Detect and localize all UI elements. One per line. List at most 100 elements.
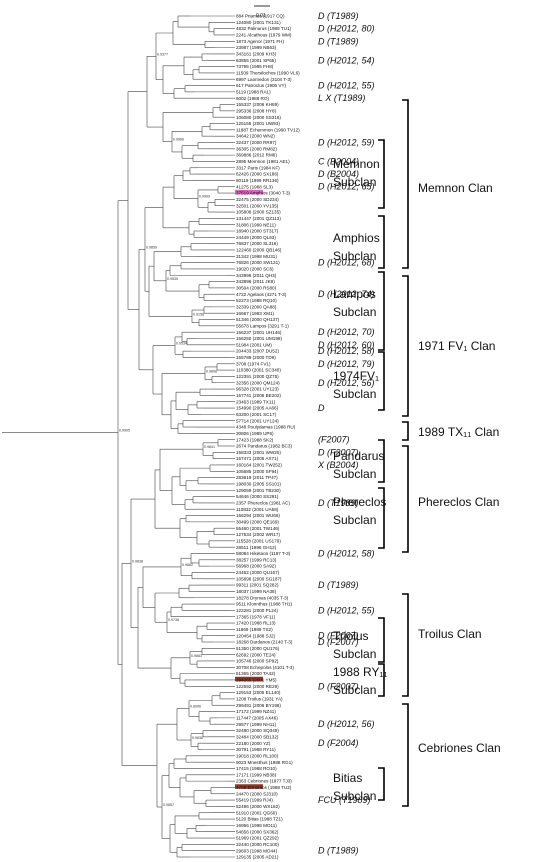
- leaf-label: 3708 (1974 FV1): [236, 361, 271, 366]
- subclan-word: Subclan: [333, 249, 376, 263]
- leaf-label: 1208 Troilus (1931 YA): [236, 697, 283, 702]
- leaf-label: 5120 Bitias (1988 TZ1): [236, 817, 283, 822]
- leaf-label: 154990 (2005 AA66): [236, 406, 279, 411]
- leaf-label: 125155 (2001 UW93): [236, 121, 280, 126]
- taxonomy-annotations: D (T1989) D (H2012, 80) D (T1989) D (H2012,…: [317, 11, 375, 856]
- node-support: 0.9535: [167, 277, 178, 281]
- leaf-label: 31342 (1998 MU31): [236, 254, 277, 259]
- leaf-label: 18940 (2000 ST317): [236, 229, 279, 234]
- leaf-label: 17420 (1988 RL13): [236, 621, 276, 626]
- leaf-label: 2674 Pandarus (1982 BC3): [236, 444, 292, 449]
- clan-bracket: [402, 99, 409, 269]
- leaf-label: 57714 (2001 UY124): [236, 418, 279, 423]
- leaf-label: 30708 Echepolos (4101 T-3): [236, 665, 294, 670]
- leaf-label: 6002 (1988 RO): [236, 96, 269, 101]
- taxonomy-note: D (H2012, 58): [318, 548, 375, 558]
- taxonomy-note: C (B2004): [318, 156, 359, 166]
- taxonomy-note: D (T1989): [318, 36, 359, 46]
- subclan-word: Subclan: [333, 467, 376, 481]
- node-support: 0.9905: [119, 429, 130, 433]
- leaf-label: 129059 (2001 TB230): [236, 488, 281, 493]
- leaf-label: 16667 (1993 XM1): [236, 311, 275, 316]
- clan-name: Phereclos Clan: [418, 495, 499, 509]
- leaf-label: 24452 (2000 QU167): [236, 570, 280, 575]
- leaf-label: 122281 (2000 PL24): [236, 608, 278, 613]
- leaf-label: 105896 (2000 SG187): [236, 576, 282, 581]
- taxonomy-note: D (H2012, 70): [318, 327, 375, 337]
- leaf-label: 30791 (1988 RY11): [236, 747, 276, 752]
- leaf-label: 51984 (2001 UM): [236, 342, 272, 347]
- leaf-label: 198030 (2005 SS101): [236, 482, 281, 487]
- scale-bar: 0.01: [254, 5, 270, 19]
- clan-bracket: [402, 445, 409, 553]
- taxonomy-note: D (H2012, 68): [318, 258, 375, 268]
- leaf-label: 32501 (2000 YV135): [236, 203, 279, 208]
- leaf-label: 11509 Thersilochos (1990 VL6): [236, 71, 300, 76]
- leaf-label: 54656 (2000 SX362): [236, 829, 279, 834]
- leaf-label: 110380 (2001 SC340): [236, 368, 281, 373]
- leaf-label: 155337 (2006 KH89): [236, 102, 279, 107]
- node-support: 0.8906: [190, 704, 201, 708]
- node-support: 0.9883: [191, 654, 202, 658]
- taxonomy-note: D (H2012, 55): [318, 81, 375, 91]
- leaf-label: 32437 (2000 RR97): [236, 140, 277, 145]
- leaf-label: 24449 (2000 QL63): [236, 235, 276, 240]
- leaf-label: 18037 (1999 NA38): [236, 589, 277, 594]
- clan-name: 1989 TX₁₁ Clan: [418, 425, 499, 439]
- node-support: 0.9836: [192, 736, 203, 740]
- leaf-label: 32339 (2000 QA88): [236, 304, 277, 309]
- leaf-label: 17171 (1999 NB38): [236, 772, 277, 777]
- taxonomy-note: D (H2012, 79): [318, 359, 375, 369]
- subclan-word: Subclan: [333, 175, 376, 189]
- leaf-label: 80119 (1999 RR136): [236, 178, 279, 183]
- subclan-labels: Memnon Subclan Amphios Subclan Lampos Subclan…: [333, 157, 388, 803]
- leaf-label: 76837 (2000 SL316): [236, 241, 278, 246]
- leaf-label: 129135 (2005 AD21): [236, 855, 279, 860]
- subclan-word: Subclan: [333, 683, 376, 697]
- taxonomy-note: D (H2012, 59): [318, 137, 375, 147]
- node-support: 0.9857: [163, 803, 174, 807]
- leaf-label: 343896 (2011 JK8): [236, 279, 275, 284]
- taxonomy-note: D (H2012, 65): [318, 182, 375, 192]
- leaf-label: 18278 Drymas (4035 T-3): [236, 595, 289, 600]
- leaf-label: 32480 (2000 SQ348): [236, 728, 279, 733]
- subclan-name: Amphios: [333, 231, 380, 245]
- taxonomy-note: (F2007): [318, 435, 350, 445]
- subclan-word: Subclan: [333, 305, 376, 319]
- leaf-label: 23987 (1999 NB63): [236, 45, 277, 50]
- node-support: 0.9534: [176, 342, 187, 346]
- leaf-label: 127534 (2002 WR17): [236, 532, 280, 537]
- node-support: 0.9738: [168, 618, 179, 622]
- leaf-label: 11887 Echemmon (1990 TV12): [236, 127, 300, 132]
- leaf-label: 62426 (2000 SX186): [236, 172, 279, 177]
- taxonomy-note: D (F2007): [318, 447, 359, 457]
- leaf-label: 117447 (2005 AX46): [236, 715, 278, 720]
- leaf-label: 36305 (2000 RM82): [236, 146, 277, 151]
- leaf-label: 51365 (2000 TA42): [236, 671, 276, 676]
- leaf-label: 120454 (1988 SJ2): [236, 633, 276, 638]
- taxonomy-note: D (T1989): [318, 11, 359, 21]
- leaf-label: 52496 (2000 WX182): [236, 804, 280, 809]
- leaf-label: 32475 (2000 SD234): [236, 197, 279, 202]
- leaf-label: 24470 (2000 SJ310): [236, 791, 278, 796]
- subclan-name: 1988 RY₁₁: [333, 665, 388, 679]
- taxonomy-note: D (H2012, 60): [318, 340, 375, 350]
- clan-bracket: [402, 421, 409, 441]
- leaf-label: 37519 Amphios (3040 T-3): [236, 191, 291, 196]
- leaf-highlight: [235, 189, 263, 195]
- leaf-label: 56968 (2000 SA92): [236, 564, 276, 569]
- clan-name: Cebriones Clan: [418, 741, 501, 755]
- leaf-label: 155789 (2000 TD9): [236, 355, 276, 360]
- taxonomy-note: D (H2012, 55): [318, 605, 375, 615]
- clan-bracket: [402, 703, 409, 807]
- leaf-label: 1873 Agenor (1971 FH): [236, 39, 284, 44]
- leaf-label: 29577 (1999 NH11): [236, 722, 276, 727]
- leaf-label: 2241 Alcathous (1979 WM): [236, 33, 292, 38]
- leaf-label: 76826 (2000 SW131): [236, 260, 280, 265]
- leaf-label: 160164 (2001 TW252): [236, 463, 282, 468]
- subclan-name: Phereclos: [333, 495, 386, 509]
- leaf-label: 73795 (1995 FH8): [236, 64, 274, 69]
- leaf-label: 343996 (2011 QH3): [236, 273, 277, 278]
- leaf-label: 28511 (1996 GH12): [236, 545, 277, 550]
